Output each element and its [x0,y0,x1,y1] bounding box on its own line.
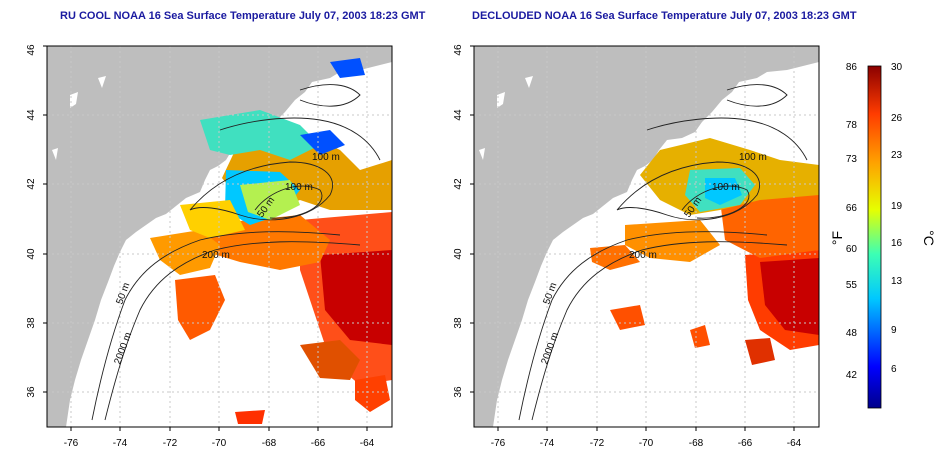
svg-text:16: 16 [891,238,903,249]
svg-text:55: 55 [846,280,858,291]
right-lat-tick: 38 [453,317,464,329]
left-lat-tick: 46 [26,44,37,56]
svg-text:13: 13 [891,276,903,287]
right-bathymetry-contours [518,84,808,421]
svg-text:19: 19 [891,201,903,212]
svg-text:42: 42 [846,370,858,381]
right-landmass [474,46,819,427]
left-bathymetry-contours [91,84,381,421]
left-lat-tick: 40 [26,248,37,260]
right-lon-tick: -66 [738,438,753,449]
fahrenheit-unit-label: °F [829,231,845,245]
left-lon-tick: -72 [163,438,178,449]
right-lon-tick: -72 [590,438,605,449]
svg-text:30: 30 [891,62,903,73]
right-lon-tick: -68 [689,438,704,449]
svg-text:9: 9 [891,325,897,336]
left-landmass [47,46,392,427]
svg-text:100 m: 100 m [712,182,740,193]
left-lon-tick: -66 [311,438,326,449]
left-lat-tick: 44 [26,109,37,121]
svg-text:48: 48 [846,328,858,339]
left-y-axis: 36 38 40 42 44 46 [26,44,47,398]
right-panel-title: DECLOUDED NOAA 16 Sea Surface Temperatur… [472,10,857,22]
fahrenheit-ticks: 86 78 73 66 60 55 48 42 [846,62,858,381]
right-lat-tick: 46 [453,44,464,56]
svg-text:86: 86 [846,62,858,73]
left-map-panel: 100 m 100 m 50 m 200 m 50 m 2000 m -76 -… [26,44,393,449]
left-lat-tick: 42 [26,178,37,190]
right-lat-tick: 42 [453,178,464,190]
left-inland-water [52,76,106,160]
right-inland-water [479,76,533,160]
left-lon-tick: -64 [360,438,375,449]
right-lon-tick: -74 [540,438,555,449]
svg-text:23: 23 [891,150,903,161]
svg-text:200 m: 200 m [629,250,657,261]
svg-text:60: 60 [846,244,858,255]
left-lat-tick: 36 [26,386,37,398]
svg-text:100 m: 100 m [312,152,340,163]
right-map-panel: 100 m 100 m 50 m 200 m 50 m 2000 m -76 -… [453,44,820,449]
left-lon-tick: -68 [262,438,277,449]
svg-text:73: 73 [846,154,858,165]
svg-text:66: 66 [846,203,858,214]
left-panel-title: RU COOL NOAA 16 Sea Surface Temperature … [60,10,426,22]
svg-text:78: 78 [846,120,858,131]
colorbar-gradient [867,65,882,409]
svg-text:100 m: 100 m [739,152,767,163]
svg-text:26: 26 [891,113,903,124]
right-y-axis: 36 38 40 42 44 46 [453,44,474,398]
left-lon-tick: -74 [113,438,128,449]
right-lat-tick: 40 [453,248,464,260]
right-lat-tick: 36 [453,386,464,398]
left-x-axis: -76 -74 -72 -70 -68 -66 -64 [64,427,375,449]
left-lat-tick: 38 [26,317,37,329]
right-lon-tick: -64 [787,438,802,449]
celsius-ticks: 30 26 23 19 16 13 9 6 [891,62,903,375]
svg-text:6: 6 [891,364,897,375]
temperature-colorbar: 86 78 73 66 60 55 48 42 30 26 23 19 16 1… [829,62,937,409]
right-lat-tick: 44 [453,109,464,121]
right-lon-tick: -70 [639,438,654,449]
right-x-axis: -76 -74 -72 -70 -68 -66 -64 [491,427,802,449]
celsius-unit-label: °C [921,230,937,246]
svg-text:100 m: 100 m [285,182,313,193]
right-lon-tick: -76 [491,438,506,449]
left-lon-tick: -70 [212,438,227,449]
svg-text:200 m: 200 m [202,250,230,261]
left-lon-tick: -76 [64,438,79,449]
